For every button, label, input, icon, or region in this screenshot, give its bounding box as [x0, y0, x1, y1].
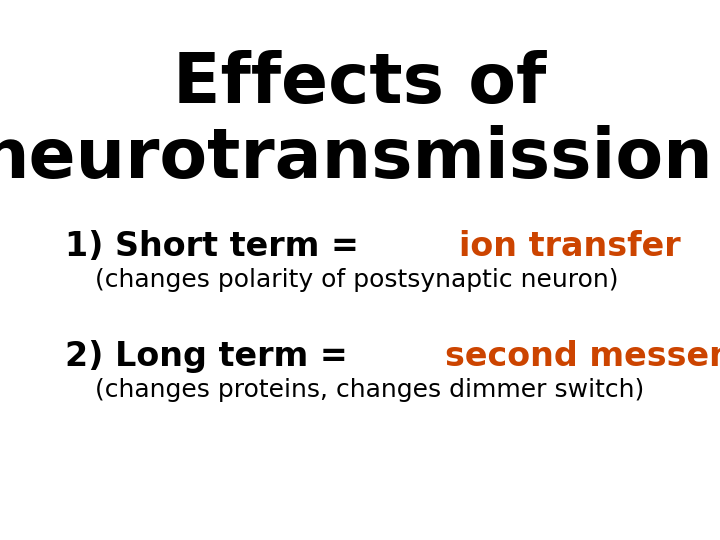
Text: 1) Short term =: 1) Short term =: [65, 230, 371, 263]
Text: neurotransmission:: neurotransmission:: [0, 125, 720, 192]
Text: Effects of: Effects of: [174, 50, 546, 117]
Text: (changes polarity of postsynaptic neuron): (changes polarity of postsynaptic neuron…: [95, 268, 618, 292]
Text: 2) Long term =: 2) Long term =: [65, 340, 359, 373]
Text: ion transfer: ion transfer: [459, 230, 681, 263]
Text: (changes proteins, changes dimmer switch): (changes proteins, changes dimmer switch…: [95, 378, 644, 402]
Text: second messenger system: second messenger system: [445, 340, 720, 373]
